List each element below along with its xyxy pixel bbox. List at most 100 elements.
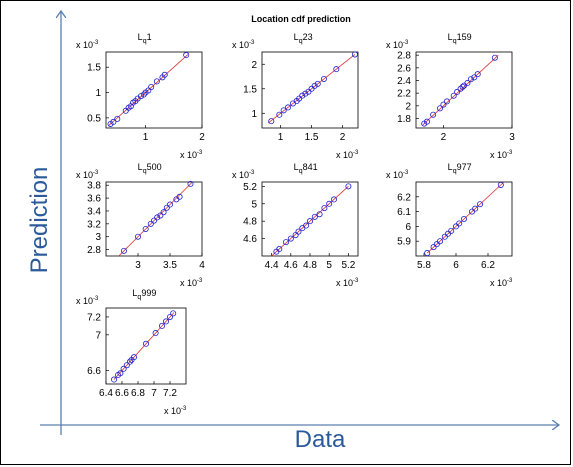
data-point <box>161 71 168 78</box>
data-point <box>295 228 302 235</box>
plot-area <box>105 51 203 129</box>
data-point <box>311 82 318 89</box>
data-point <box>187 180 194 187</box>
y-tick-label: 6.2 <box>397 192 411 203</box>
data-point <box>491 54 498 61</box>
data-point <box>117 370 124 377</box>
x-tick-label: 2 <box>441 132 447 143</box>
y-tick-label: 4.6 <box>243 234 257 245</box>
y-tick-label: 6.1 <box>397 207 411 218</box>
data-point <box>450 92 457 99</box>
y-axis-label: Prediction <box>26 167 53 274</box>
data-point <box>303 222 310 229</box>
data-point <box>440 101 447 108</box>
x-exponent-label: x 10-3 <box>490 150 513 160</box>
x-tick-label: 5.2 <box>341 260 355 271</box>
x-exponent-label: x 10-3 <box>164 406 187 416</box>
data-point <box>430 244 437 251</box>
subplot-1: Lq1 x 10-3 x 10-3 1 2 0.5 1 1.5 <box>76 32 205 160</box>
y-tick-label: 1 <box>95 88 101 99</box>
x-tick-label: 6.8 <box>131 388 145 399</box>
x-exponent-label: x 10-3 <box>336 278 359 288</box>
subplot-title: Lq159 <box>448 32 472 45</box>
y-tick-label: 2.2 <box>397 89 411 100</box>
x-tick-label: 2 <box>199 132 205 143</box>
subplot-title: Lq841 <box>294 162 318 175</box>
y-tick-label: 1.8 <box>397 114 411 125</box>
subplot-title: Lq977 <box>448 162 472 175</box>
y-tick-label: 1.5 <box>87 63 101 74</box>
x-tick-label: 6.2 <box>481 260 495 271</box>
subplot-23: Lq23 x 10-3 x 10-3 1 1.5 2 1 1.5 2 <box>232 32 359 160</box>
data-point <box>443 98 450 105</box>
y-tick-label: 6.6 <box>87 366 101 377</box>
data-point <box>314 80 321 87</box>
data-point <box>123 362 130 369</box>
data-point <box>120 247 127 254</box>
x-tick-label: 4.6 <box>284 260 298 271</box>
fit-line <box>426 181 505 254</box>
x-tick-label: 4 <box>199 260 205 271</box>
data-point <box>285 104 292 111</box>
y-tick-label: 0.5 <box>87 113 101 124</box>
data-point <box>433 241 440 248</box>
data-point <box>441 233 448 240</box>
data-point <box>162 318 169 325</box>
data-point <box>147 220 154 227</box>
data-point <box>157 212 164 219</box>
x-tick-label: 4.8 <box>303 260 317 271</box>
plot-area <box>261 181 359 257</box>
data-point <box>280 107 287 114</box>
data-point <box>472 205 479 212</box>
x-tick-label: 6 <box>453 260 459 271</box>
data-point <box>436 238 443 245</box>
data-point <box>311 213 318 220</box>
subplot-grid: Lq1 x 10-3 x 10-3 1 2 0.5 1 1.5 Lq23 x 10-3 x 10-3… <box>76 32 515 416</box>
data-point <box>306 218 313 225</box>
data-point <box>423 118 430 125</box>
data-point <box>153 78 160 85</box>
data-point <box>299 92 306 99</box>
data-point <box>476 201 483 208</box>
x-tick-label: 4.4 <box>265 260 279 271</box>
y-tick-label: 5.9 <box>397 237 411 248</box>
data-point <box>287 235 294 242</box>
data-point <box>448 227 455 234</box>
data-point <box>154 214 161 221</box>
data-point <box>468 208 475 215</box>
y-exponent-label: x 10-3 <box>232 40 255 50</box>
x-exponent-label: x 10-3 <box>180 150 203 160</box>
y-exponent-label: x 10-3 <box>76 170 99 180</box>
y-tick-label: 1.5 <box>243 84 257 95</box>
data-point <box>142 340 149 347</box>
data-point <box>424 250 431 257</box>
plot-area <box>105 181 203 257</box>
data-point <box>333 66 340 73</box>
data-point <box>170 310 177 317</box>
data-point <box>152 330 159 337</box>
fit-line <box>108 54 189 126</box>
data-point <box>166 201 173 208</box>
y-tick-label: 1 <box>251 109 257 120</box>
subplot-title: Lq23 <box>294 32 313 45</box>
y-tick-label: 7 <box>95 330 101 341</box>
y-tick-label: 3.6 <box>87 194 101 205</box>
x-exponent-label: x 10-3 <box>490 278 513 288</box>
y-tick-label: 5.2 <box>243 182 257 193</box>
data-point <box>183 52 190 59</box>
x-tick-label: 5 <box>326 260 332 271</box>
x-tick-label: 1 <box>143 132 149 143</box>
data-point <box>452 223 459 230</box>
y-tick-label: 2.4 <box>397 76 411 87</box>
data-point <box>459 83 466 90</box>
data-point <box>158 322 165 329</box>
x-tick-label: 3.5 <box>163 260 177 271</box>
data-point <box>316 211 323 218</box>
data-point <box>460 215 467 222</box>
data-point <box>127 358 134 365</box>
y-exponent-label: x 10-3 <box>386 40 409 50</box>
data-point <box>176 193 183 200</box>
y-exponent-label: x 10-3 <box>76 40 99 50</box>
y-tick-label: 2 <box>405 101 411 112</box>
data-point <box>302 90 309 97</box>
